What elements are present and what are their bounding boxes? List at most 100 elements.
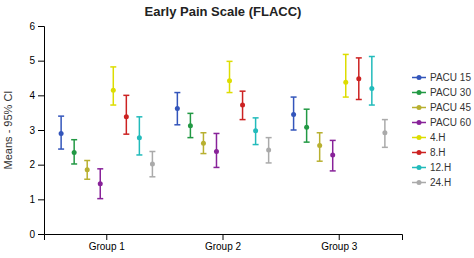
tick-label: Group 2 bbox=[205, 241, 242, 252]
legend: PACU 15 PACU 30 PACU 45 PACU 60 4.H 8.H 12.H 24… bbox=[412, 72, 471, 188]
legend-label: 12.H bbox=[430, 162, 451, 173]
tick-mark bbox=[38, 130, 44, 131]
error-cap bbox=[200, 132, 206, 134]
error-cap bbox=[227, 92, 233, 94]
tick-label: 0 bbox=[29, 229, 35, 240]
error-cap bbox=[149, 176, 155, 178]
legend-marker bbox=[417, 120, 422, 125]
tick: 0 bbox=[29, 229, 44, 240]
tick-mark bbox=[339, 234, 340, 240]
tick: Group 2 bbox=[205, 234, 242, 252]
error-cap bbox=[266, 162, 272, 164]
legend-entry: PACU 30 bbox=[412, 87, 471, 98]
error-cap bbox=[174, 92, 180, 94]
axis-line bbox=[38, 27, 45, 235]
error-cap bbox=[253, 144, 259, 146]
tick-mark bbox=[38, 199, 44, 200]
chart: 0123456Group 1Group 2Group 3Means - 95% … bbox=[0, 0, 474, 258]
mean-point bbox=[137, 135, 142, 140]
legend-entry: 4.H bbox=[412, 132, 446, 143]
error-cap bbox=[213, 133, 219, 135]
series bbox=[136, 57, 374, 155]
mean-point bbox=[240, 103, 245, 108]
series bbox=[97, 133, 335, 198]
marks bbox=[58, 54, 388, 198]
error-cap bbox=[149, 151, 155, 153]
mean-point bbox=[266, 148, 271, 153]
legend-label: 4.H bbox=[430, 132, 446, 143]
error-cap bbox=[330, 140, 336, 142]
error-bar bbox=[229, 61, 231, 92]
series bbox=[110, 54, 348, 105]
tick-mark bbox=[38, 234, 44, 235]
mean-point bbox=[59, 131, 64, 136]
series bbox=[71, 109, 309, 164]
series bbox=[149, 120, 387, 177]
series bbox=[84, 133, 322, 179]
tick: 6 bbox=[29, 21, 44, 32]
error-cap bbox=[187, 137, 193, 139]
tick-label: Group 1 bbox=[89, 241, 126, 252]
mean-point bbox=[72, 150, 77, 155]
mean-point bbox=[356, 76, 361, 81]
legend-entry: PACU 45 bbox=[412, 102, 471, 113]
mean-point bbox=[150, 161, 155, 166]
error-bar bbox=[371, 57, 373, 106]
error-cap bbox=[343, 96, 349, 98]
error-cap bbox=[136, 116, 142, 118]
series bbox=[58, 93, 296, 150]
legend-entry: 12.H bbox=[412, 162, 451, 173]
error-bar bbox=[113, 67, 115, 105]
tick-label: Group 3 bbox=[321, 241, 358, 252]
error-cap bbox=[136, 154, 142, 156]
tick-label: 6 bbox=[29, 21, 35, 32]
mean-point bbox=[291, 112, 296, 117]
tick-mark bbox=[223, 234, 224, 240]
mean-point bbox=[98, 181, 103, 186]
error-cap bbox=[291, 129, 297, 131]
tick: 2 bbox=[29, 159, 44, 170]
error-cap bbox=[123, 133, 129, 135]
tick: 1 bbox=[29, 194, 44, 205]
error-cap bbox=[71, 163, 77, 165]
mean-point bbox=[214, 149, 219, 154]
error-cap bbox=[110, 66, 116, 68]
error-cap bbox=[110, 104, 116, 106]
error-cap bbox=[240, 119, 246, 121]
tick-label: 2 bbox=[29, 159, 35, 170]
mean-point bbox=[188, 123, 193, 128]
error-cap bbox=[213, 167, 219, 169]
mean-point bbox=[317, 143, 322, 148]
error-cap bbox=[200, 153, 206, 155]
error-cap bbox=[369, 104, 375, 106]
legend-marker bbox=[417, 90, 422, 95]
mean-point bbox=[343, 80, 348, 85]
error-cap bbox=[356, 99, 362, 101]
mean-point bbox=[201, 141, 206, 146]
tick: 5 bbox=[29, 55, 44, 66]
axis-line bbox=[45, 235, 403, 241]
legend-entry: 8.H bbox=[412, 147, 446, 158]
legend-label: 8.H bbox=[430, 147, 446, 158]
legend-label: PACU 30 bbox=[430, 87, 471, 98]
page: {"chart_data": {"type": "errorbar", "tit… bbox=[0, 0, 474, 258]
mean-point bbox=[85, 167, 90, 172]
tick: Group 1 bbox=[89, 234, 126, 252]
mean-point bbox=[227, 78, 232, 83]
mean-point bbox=[175, 106, 180, 111]
legend-label: PACU 45 bbox=[430, 102, 471, 113]
y-axis: 0123456 bbox=[29, 21, 44, 240]
legend-label: PACU 15 bbox=[430, 72, 471, 83]
tick-mark bbox=[106, 234, 107, 240]
x-axis: Group 1 Group 2 Group 3 bbox=[45, 234, 403, 252]
mean-point bbox=[124, 114, 129, 119]
tick-mark bbox=[38, 61, 44, 62]
error-cap bbox=[304, 108, 310, 110]
legend-marker bbox=[417, 180, 422, 185]
series bbox=[123, 58, 361, 134]
tick-label: 4 bbox=[29, 90, 35, 101]
legend-label: PACU 60 bbox=[430, 117, 471, 128]
tick-mark bbox=[38, 95, 44, 96]
legend-entry: 24.H bbox=[412, 177, 451, 188]
mean-point bbox=[304, 125, 309, 130]
